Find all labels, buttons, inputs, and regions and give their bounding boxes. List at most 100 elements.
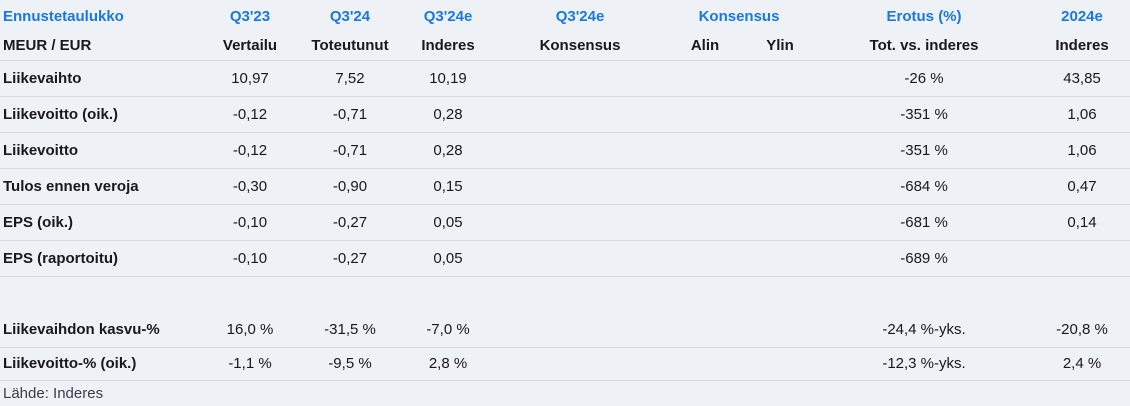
cell: -0,90 — [300, 168, 400, 205]
cell: -20,8 % — [1034, 312, 1130, 348]
cell: 43,85 — [1034, 60, 1130, 97]
source-note: Lähde: Inderes — [3, 385, 104, 402]
table-row-spacer — [0, 276, 1130, 312]
table-row-liikevaihto: Liikevaihto 10,97 7,52 10,19 -26 % 43,85 — [0, 60, 1130, 97]
cell: -0,12 — [200, 132, 300, 169]
cell: 0,14 — [1034, 204, 1130, 241]
cell: 2,8 % — [400, 347, 496, 381]
cell: -0,12 — [200, 96, 300, 133]
col-subheader-2024e-inderes: Inderes — [1034, 32, 1130, 61]
col-header-konsensus-group: Konsensus — [698, 7, 780, 25]
cell — [496, 312, 664, 348]
cell — [746, 168, 815, 205]
cell: -24,4 %-yks. — [814, 312, 1035, 348]
cell: 0,47 — [1034, 168, 1130, 205]
row-label: Liikevoitto — [0, 132, 200, 169]
col-subheader-unit: MEUR / EUR — [0, 32, 200, 61]
cell: -351 % — [814, 132, 1035, 169]
cell — [664, 96, 746, 133]
cell: 0,28 — [400, 96, 496, 133]
table-row-liikevoitto: Liikevoitto -0,12 -0,71 0,28 -351 % 1,06 — [0, 132, 1130, 169]
cell: -9,5 % — [300, 347, 400, 381]
cell: -0,27 — [300, 204, 400, 241]
cell — [664, 168, 746, 205]
col-header-q3-24e-konsensus: Q3'24e — [555, 7, 605, 25]
cell: -31,5 % — [300, 312, 400, 348]
col-subheader-konsensus: Konsensus — [496, 32, 664, 61]
table-header-sub-row: MEUR / EUR Vertailu Toteutunut Inderes K… — [0, 32, 1130, 61]
col-subheader-ylin: Ylin — [746, 32, 815, 61]
cell — [664, 240, 746, 277]
cell: -681 % — [814, 204, 1035, 241]
cell: -1,1 % — [200, 347, 300, 381]
row-label: Liikevaihto — [0, 60, 200, 97]
cell: -0,71 — [300, 96, 400, 133]
col-subheader-inderes: Inderes — [400, 32, 496, 61]
cell: 0,28 — [400, 132, 496, 169]
cell: 2,4 % — [1034, 347, 1130, 381]
cell: -12,3 %-yks. — [814, 347, 1035, 381]
cell: 0,15 — [400, 168, 496, 205]
table-header-period-row: Ennustetaulukko Q3'23 Q3'24 Q3'24e Q3'24… — [0, 0, 1130, 32]
cell: -0,10 — [200, 204, 300, 241]
cell: -0,27 — [300, 240, 400, 277]
table-title: Ennustetaulukko — [3, 7, 124, 25]
table-row-eps-oik: EPS (oik.) -0,10 -0,27 0,05 -681 % 0,14 — [0, 204, 1130, 241]
cell: -26 % — [814, 60, 1035, 97]
cell — [664, 132, 746, 169]
cell — [664, 204, 746, 241]
spacer-cell — [0, 276, 1130, 312]
cell — [746, 240, 815, 277]
row-label: Tulos ennen veroja — [0, 168, 200, 205]
cell: -7,0 % — [400, 312, 496, 348]
cell: 16,0 % — [200, 312, 300, 348]
cell — [746, 132, 815, 169]
cell — [664, 60, 746, 97]
cell: -0,71 — [300, 132, 400, 169]
table-row-liikevaihdon-kasvu: Liikevaihdon kasvu-% 16,0 % -31,5 % -7,0… — [0, 312, 1130, 348]
col-header-q3-24e-inderes: Q3'24e — [423, 7, 473, 25]
cell: -0,30 — [200, 168, 300, 205]
row-label: Liikevoitto-% (oik.) — [0, 347, 200, 381]
cell — [496, 132, 664, 169]
cell — [496, 96, 664, 133]
table-row-liikevoitto-oik: Liikevoitto (oik.) -0,12 -0,71 0,28 -351… — [0, 96, 1130, 133]
cell: -0,10 — [200, 240, 300, 277]
cell — [496, 60, 664, 97]
table-row-liikevoitto-pct: Liikevoitto-% (oik.) -1,1 % -9,5 % 2,8 %… — [0, 347, 1130, 381]
cell — [1034, 240, 1130, 277]
col-subheader-alin: Alin — [664, 32, 746, 61]
row-label: EPS (oik.) — [0, 204, 200, 241]
cell — [496, 240, 664, 277]
cell: 7,52 — [300, 60, 400, 97]
table-row-eps-raportoitu: EPS (raportoitu) -0,10 -0,27 0,05 -689 % — [0, 240, 1130, 277]
col-subheader-toteutunut: Toteutunut — [300, 32, 400, 61]
cell: 10,97 — [200, 60, 300, 97]
table-row-tulos-ennen-veroja: Tulos ennen veroja -0,30 -0,90 0,15 -684… — [0, 168, 1130, 205]
cell: 10,19 — [400, 60, 496, 97]
cell: -351 % — [814, 96, 1035, 133]
col-header-2024e: 2024e — [1061, 7, 1103, 25]
row-label: Liikevoitto (oik.) — [0, 96, 200, 133]
cell: 0,05 — [400, 240, 496, 277]
cell — [746, 347, 815, 381]
cell — [496, 204, 664, 241]
cell — [746, 204, 815, 241]
col-header-q3-24: Q3'24 — [329, 7, 371, 25]
col-subheader-tot-vs-inderes: Tot. vs. inderes — [814, 32, 1035, 61]
cell — [664, 312, 746, 348]
row-label: Liikevaihdon kasvu-% — [0, 312, 200, 348]
cell: 0,05 — [400, 204, 496, 241]
forecast-table: Ennustetaulukko Q3'23 Q3'24 Q3'24e Q3'24… — [0, 0, 1130, 381]
row-label: EPS (raportoitu) — [0, 240, 200, 277]
cell — [746, 60, 815, 97]
cell — [496, 347, 664, 381]
cell — [746, 96, 815, 133]
cell: 1,06 — [1034, 96, 1130, 133]
col-subheader-vertailu: Vertailu — [200, 32, 300, 61]
cell: -684 % — [814, 168, 1035, 205]
cell — [746, 312, 815, 348]
cell — [496, 168, 664, 205]
col-header-erotus: Erotus (%) — [886, 7, 962, 25]
col-header-q3-23: Q3'23 — [229, 7, 271, 25]
